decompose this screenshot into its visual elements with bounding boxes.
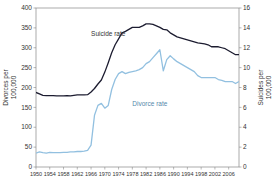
x-tick bbox=[118, 167, 119, 170]
annotation: Suicide rate bbox=[91, 30, 126, 37]
x-tick-label: 1986 bbox=[154, 171, 166, 177]
y-tick bbox=[34, 87, 37, 88]
y2-tick-label: 8 bbox=[243, 84, 247, 91]
y-tick bbox=[34, 167, 37, 168]
y2-tick-label: 16 bbox=[243, 4, 251, 11]
y2-axis-label-line: Suicides per bbox=[257, 69, 265, 106]
y-tick-label: 350 bbox=[21, 24, 32, 31]
x-tick bbox=[214, 167, 215, 170]
chart: 1950195419581962196619701974197819821986… bbox=[0, 0, 275, 183]
y-tick-label: 150 bbox=[21, 104, 32, 111]
y2-tick bbox=[239, 67, 242, 68]
plot-area bbox=[36, 24, 239, 153]
y2-tick bbox=[239, 87, 242, 88]
y2-tick-label: 10 bbox=[243, 64, 251, 71]
x-tick bbox=[63, 167, 64, 170]
y2-tick bbox=[239, 127, 242, 128]
y2-axis-label-line: 100,000 bbox=[265, 75, 272, 99]
y-tick-label: 250 bbox=[21, 64, 32, 71]
x-tick-label: 1958 bbox=[57, 171, 69, 177]
y-axis-label-line: Divorces per bbox=[2, 68, 10, 105]
x-tick bbox=[36, 167, 37, 170]
y2-tick-label: 0 bbox=[243, 163, 247, 170]
line-series bbox=[36, 24, 239, 96]
plot-frame bbox=[36, 8, 239, 167]
x-tick-label: 1962 bbox=[71, 171, 83, 177]
y-tick bbox=[34, 127, 37, 128]
x-tick-label: 1966 bbox=[85, 171, 97, 177]
y-tick bbox=[34, 107, 37, 108]
y-tick-label: 50 bbox=[25, 143, 33, 150]
x-tick-label: 1950 bbox=[30, 171, 42, 177]
x-tick-label: 1998 bbox=[195, 171, 207, 177]
y-tick-label: 200 bbox=[21, 84, 32, 91]
line-series bbox=[36, 50, 239, 153]
x-tick bbox=[228, 167, 229, 170]
y-tick-label: 0 bbox=[28, 163, 32, 170]
y-tick-label: 400 bbox=[21, 4, 32, 11]
x-tick-label: 2006 bbox=[223, 171, 235, 177]
x-tick bbox=[201, 167, 202, 170]
y-tick-label: 300 bbox=[21, 44, 32, 51]
y2-tick bbox=[239, 8, 242, 9]
y2-tick-label: 6 bbox=[243, 104, 247, 111]
x-tick bbox=[146, 167, 147, 170]
x-tick bbox=[91, 167, 92, 170]
y2-axis-label: Suicides per100,000 bbox=[257, 69, 272, 106]
x-tick bbox=[132, 167, 133, 170]
x-tick bbox=[49, 167, 50, 170]
y-axis-label: Divorces per100,000 bbox=[2, 68, 17, 105]
y2-tick bbox=[239, 107, 242, 108]
x-tick bbox=[187, 167, 188, 170]
x-tick bbox=[173, 167, 174, 170]
x-tick-label: 1982 bbox=[140, 171, 152, 177]
y2-tick-label: 4 bbox=[243, 123, 247, 130]
y2-tick bbox=[239, 167, 242, 168]
y-tick bbox=[34, 67, 37, 68]
x-tick-label: 1990 bbox=[168, 171, 180, 177]
y2-tick-label: 12 bbox=[243, 44, 251, 51]
y2-tick bbox=[239, 27, 242, 28]
x-tick-label: 1994 bbox=[181, 171, 193, 177]
y-tick-label: 100 bbox=[21, 123, 32, 130]
y2-tick bbox=[239, 47, 242, 48]
x-tick-label: 1978 bbox=[126, 171, 138, 177]
y2-tick-label: 14 bbox=[243, 24, 251, 31]
x-tick-label: 1974 bbox=[112, 171, 124, 177]
annotation: Divorce rate bbox=[132, 100, 167, 107]
x-tick-label: 1954 bbox=[44, 171, 56, 177]
y-tick bbox=[34, 8, 37, 9]
y-axis-label-line: 100,000 bbox=[10, 75, 17, 99]
y2-tick-label: 2 bbox=[243, 143, 247, 150]
y-tick bbox=[34, 147, 37, 148]
y2-tick bbox=[239, 147, 242, 148]
y-tick bbox=[34, 47, 37, 48]
x-tick-label: 2002 bbox=[209, 171, 221, 177]
x-tick bbox=[77, 167, 78, 170]
x-tick bbox=[159, 167, 160, 170]
y-tick bbox=[34, 27, 37, 28]
x-tick-label: 1970 bbox=[99, 171, 111, 177]
x-tick bbox=[104, 167, 105, 170]
